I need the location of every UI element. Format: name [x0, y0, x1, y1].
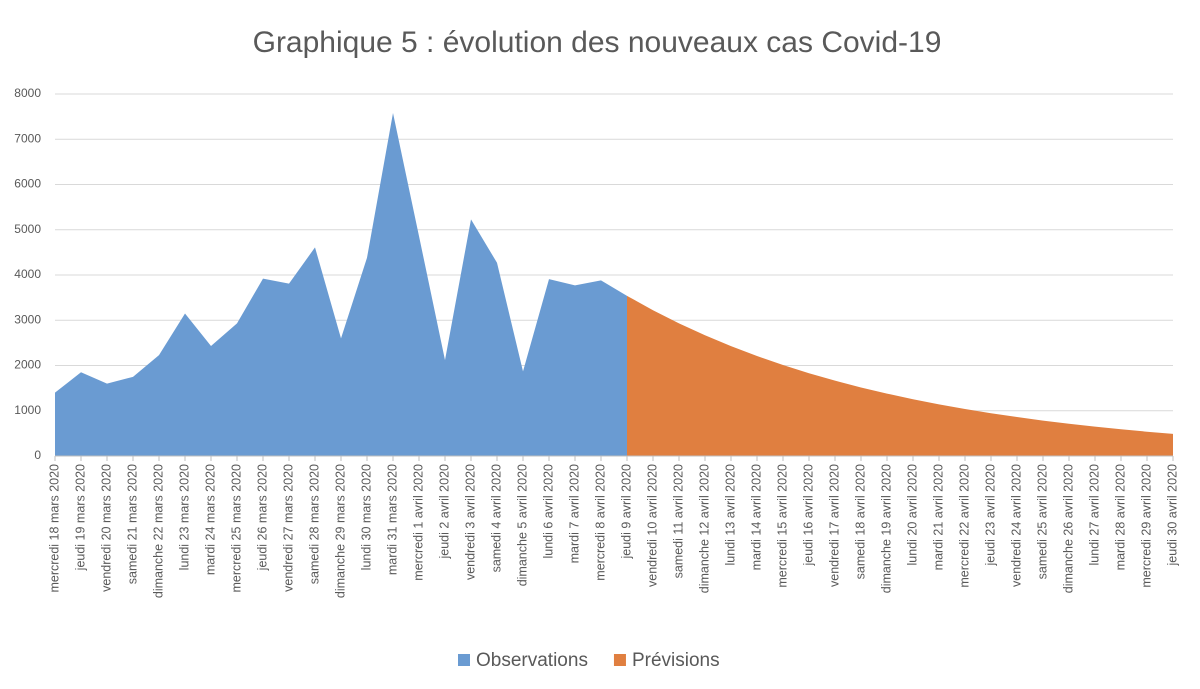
x-tick-label: mardi 21 avril 2020 [931, 464, 945, 570]
x-tick-label: mardi 28 avril 2020 [1113, 464, 1127, 570]
y-tick-label: 4000 [14, 267, 41, 281]
area [627, 295, 1173, 456]
x-tick-label: dimanche 22 mars 2020 [151, 464, 165, 598]
y-tick-label: 8000 [14, 86, 41, 100]
x-tick-label: dimanche 29 mars 2020 [333, 464, 347, 598]
x-tick-label: lundi 6 avril 2020 [541, 464, 555, 559]
y-tick-label: 7000 [14, 131, 41, 145]
y-tick-label: 5000 [14, 222, 41, 236]
y-tick-label: 3000 [14, 312, 41, 326]
x-tick-label: dimanche 26 avril 2020 [1061, 464, 1075, 593]
x-tick-label: lundi 27 avril 2020 [1087, 464, 1101, 566]
x-tick-label: mercredi 18 mars 2020 [47, 464, 61, 593]
legend-swatch [613, 654, 626, 666]
x-tick-label: samedi 25 avril 2020 [1035, 464, 1049, 579]
x-tick-label: jeudi 26 mars 2020 [255, 464, 269, 571]
legend-swatch [458, 654, 470, 666]
x-tick-label: mercredi 22 avril 2020 [957, 464, 971, 588]
legend-label: Prévisions [632, 650, 720, 671]
x-tick-label: vendredi 24 avril 2020 [1009, 464, 1023, 587]
x-tick-label: jeudi 23 avril 2020 [983, 464, 997, 567]
x-tick-label: samedi 28 mars 2020 [307, 464, 321, 584]
x-tick-label: mardi 31 mars 2020 [385, 464, 399, 575]
x-tick-label: lundi 23 mars 2020 [177, 464, 191, 570]
x-tick-label: samedi 18 avril 2020 [853, 464, 867, 579]
x-tick-label: samedi 4 avril 2020 [489, 464, 503, 572]
x-tick-label: jeudi 9 avril 2020 [619, 464, 633, 560]
x-tick-label: lundi 20 avril 2020 [905, 464, 919, 566]
x-tick-label: vendredi 27 mars 2020 [281, 464, 295, 592]
x-tick-label: mercredi 29 avril 2020 [1139, 464, 1153, 588]
x-tick-label: jeudi 2 avril 2020 [437, 464, 451, 560]
x-tick-label: dimanche 12 avril 2020 [697, 464, 711, 593]
x-tick-label: dimanche 5 avril 2020 [515, 464, 529, 586]
y-tick-label: 2000 [14, 358, 41, 372]
x-tick-label: mercredi 25 mars 2020 [229, 464, 243, 593]
y-tick-label: 0 [34, 448, 41, 462]
y-tick-label: 6000 [14, 177, 41, 191]
x-tick-label: jeudi 30 avril 2020 [1165, 464, 1179, 567]
x-tick-label: vendredi 3 avril 2020 [463, 464, 477, 580]
x-tick-label: vendredi 10 avril 2020 [645, 464, 659, 587]
y-tick-label: 1000 [14, 403, 41, 417]
x-tick-label: lundi 30 mars 2020 [359, 464, 373, 570]
x-tick-label: samedi 21 mars 2020 [125, 464, 139, 584]
x-tick-label: mardi 24 mars 2020 [203, 464, 217, 575]
x-tick-label: mercredi 8 avril 2020 [593, 464, 607, 581]
legend-label: Observations [476, 650, 588, 671]
x-tick-label: mercredi 15 avril 2020 [775, 464, 789, 588]
chart-title: Graphique 5 : évolution des nouveaux cas… [253, 26, 942, 59]
x-tick-label: vendredi 20 mars 2020 [99, 464, 113, 592]
x-tick-label: lundi 13 avril 2020 [723, 464, 737, 566]
x-tick-label: mardi 14 avril 2020 [749, 464, 763, 570]
x-tick-label: vendredi 17 avril 2020 [827, 464, 841, 587]
x-tick-label: jeudi 16 avril 2020 [801, 464, 815, 567]
x-tick-label: mardi 7 avril 2020 [567, 464, 581, 563]
area [55, 113, 627, 456]
x-tick-label: mercredi 1 avril 2020 [411, 464, 425, 581]
x-tick-label: jeudi 19 mars 2020 [73, 464, 87, 571]
x-tick-label: dimanche 19 avril 2020 [879, 464, 893, 593]
x-tick-label: samedi 11 avril 2020 [671, 464, 685, 578]
